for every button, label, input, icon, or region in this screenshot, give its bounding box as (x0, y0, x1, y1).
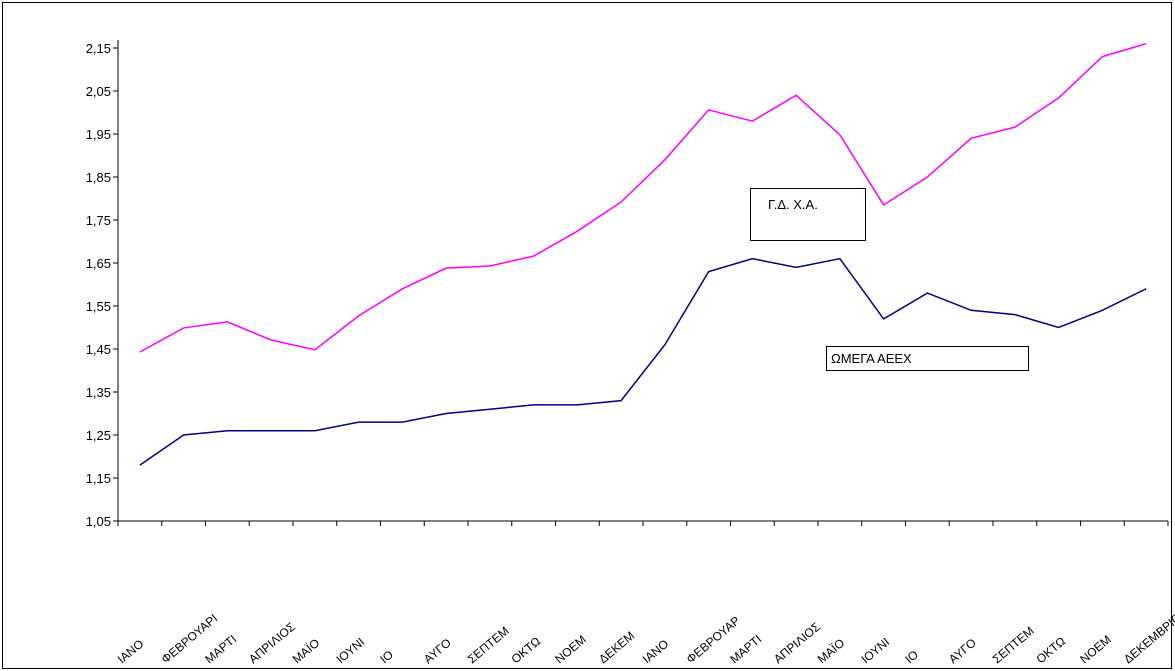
y-tick-label: 1,65 (86, 256, 111, 271)
legend-label: ΩΜΕΓΑ ΑΕΕΧ (831, 351, 912, 366)
y-tick-label: 1,05 (86, 514, 111, 529)
y-tick-label: 1,15 (86, 471, 111, 486)
series-line (139, 257, 1147, 466)
y-tick-label: 1,25 (86, 428, 111, 443)
legend-box (826, 346, 1029, 371)
legend-box (750, 188, 866, 241)
y-tick-label: 2,05 (86, 84, 111, 99)
y-tick-label: 1,85 (86, 170, 111, 185)
y-tick-label: 1,95 (86, 127, 111, 142)
series-line (139, 42, 1147, 353)
y-tick-label: 1,55 (86, 299, 111, 314)
y-tick-label: 1,75 (86, 213, 111, 228)
legend-label: Γ.Δ. Χ.Α. (768, 197, 818, 212)
y-tick-label: 1,45 (86, 342, 111, 357)
y-tick-label: 2,15 (86, 41, 111, 56)
y-tick-label: 1,35 (86, 385, 111, 400)
